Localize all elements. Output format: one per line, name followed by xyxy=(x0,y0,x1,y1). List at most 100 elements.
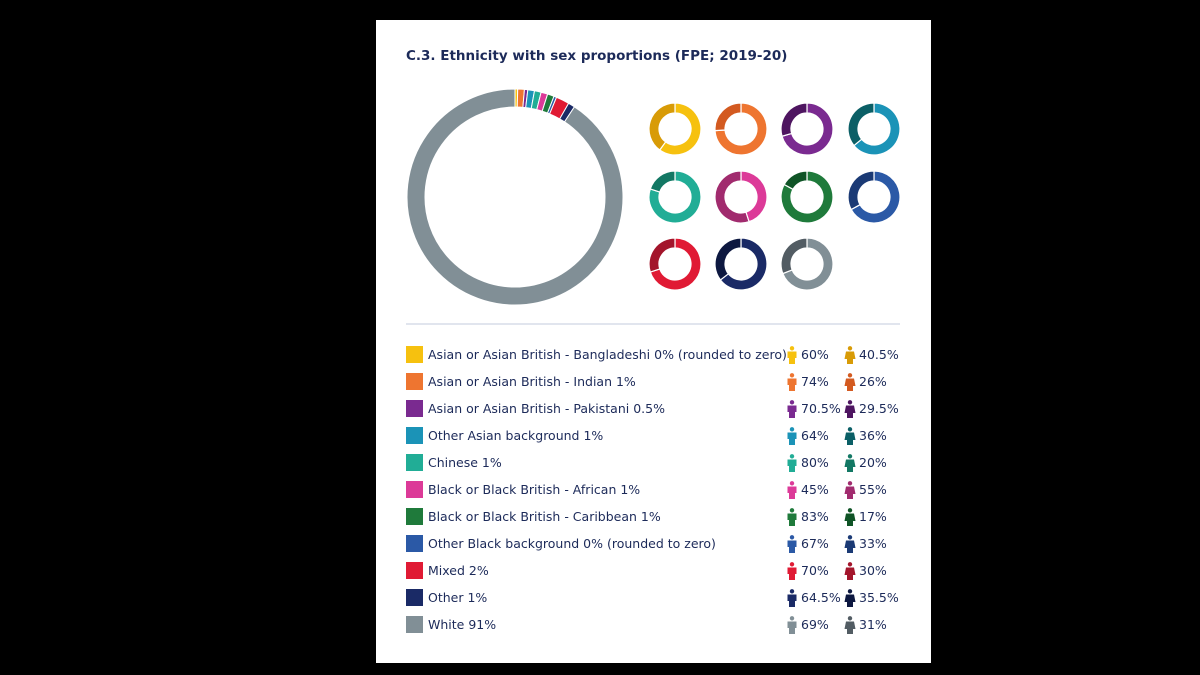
female-person-icon xyxy=(844,481,856,499)
female-percent-label: 33% xyxy=(859,536,887,551)
female-segment xyxy=(714,237,742,281)
legend-item: Other Black background 0% (rounded to ze… xyxy=(406,534,906,554)
legend-label: Asian or Asian British - Pakistani 0.5% xyxy=(428,401,665,416)
legend-swatch xyxy=(406,535,423,552)
female-percent-label: 35.5% xyxy=(859,590,899,605)
legend-label: Other Black background 0% (rounded to ze… xyxy=(428,536,716,551)
legend-swatch xyxy=(406,373,423,390)
female-percent-label: 30% xyxy=(859,563,887,578)
male-person-icon xyxy=(787,616,797,634)
legend-swatch xyxy=(406,616,423,633)
male-segment xyxy=(714,102,768,156)
legend-item: Asian or Asian British - Bangladeshi 0% … xyxy=(406,345,906,365)
legend-item: Other 1% 64.5% 35.5% xyxy=(406,588,906,608)
legend-label: Asian or Asian British - Indian 1% xyxy=(428,374,636,389)
sex-donut-mixed-2 xyxy=(648,237,702,291)
male-person-icon xyxy=(787,535,797,553)
legend-label: White 91% xyxy=(428,617,497,632)
sex-donut-asian-or-asian-british-indian-1 xyxy=(714,102,768,156)
male-percent-label: 64% xyxy=(801,428,829,443)
male-percent-label: 64.5% xyxy=(801,590,841,605)
male-percent-label: 45% xyxy=(801,482,829,497)
male-percent-label: 67% xyxy=(801,536,829,551)
female-segment xyxy=(714,170,750,224)
male-segment xyxy=(782,237,834,291)
female-percent-label: 31% xyxy=(859,617,887,632)
legend-swatch xyxy=(406,562,423,579)
female-percent-label: 26% xyxy=(859,374,887,389)
female-segment xyxy=(648,237,676,273)
female-segment xyxy=(649,170,676,193)
chart-title: C.3. Ethnicity with sex proportions (FPE… xyxy=(406,48,788,64)
male-segment xyxy=(648,170,702,224)
legend-label: Chinese 1% xyxy=(428,455,502,470)
male-percent-label: 80% xyxy=(801,455,829,470)
female-person-icon xyxy=(844,562,856,580)
female-segment xyxy=(783,170,808,191)
male-percent-label: 69% xyxy=(801,617,829,632)
divider xyxy=(406,323,900,325)
male-person-icon xyxy=(787,589,797,607)
sex-donut-other-1 xyxy=(714,237,768,291)
male-percent-label: 70% xyxy=(801,563,829,578)
legend-swatch xyxy=(406,400,423,417)
female-percent-label: 29.5% xyxy=(859,401,899,416)
male-segment xyxy=(780,170,834,224)
male-person-icon xyxy=(787,562,797,580)
male-segment xyxy=(719,237,768,291)
female-person-icon xyxy=(844,373,856,391)
female-segment xyxy=(780,102,808,137)
female-percent-label: 36% xyxy=(859,428,887,443)
legend-swatch xyxy=(406,454,423,471)
female-percent-label: 17% xyxy=(859,509,887,524)
sex-donut-other-black-background-0-rounded-to-zero xyxy=(847,170,901,224)
female-person-icon xyxy=(844,346,856,364)
male-person-icon xyxy=(787,400,797,418)
legend-swatch xyxy=(406,589,423,606)
female-person-icon xyxy=(844,508,856,526)
legend-item: Asian or Asian British - Pakistani 0.5% 7… xyxy=(406,399,906,419)
female-segment xyxy=(847,170,875,211)
female-segment xyxy=(648,102,676,151)
legend-item: Black or Black British - Caribbean 1% 83%… xyxy=(406,507,906,527)
female-person-icon xyxy=(844,535,856,553)
female-segment xyxy=(780,237,808,275)
male-segment xyxy=(658,102,702,156)
male-person-icon xyxy=(787,346,797,364)
female-person-icon xyxy=(844,427,856,445)
male-percent-label: 83% xyxy=(801,509,829,524)
male-percent-label: 70.5% xyxy=(801,401,841,416)
female-person-icon xyxy=(844,454,856,472)
legend-label: Other Asian background 1% xyxy=(428,428,604,443)
sex-donut-black-or-black-british-caribbean-1 xyxy=(780,170,834,224)
legend-item: White 91% 69% 31% xyxy=(406,615,906,635)
sex-donut-other-asian-background-1 xyxy=(847,102,901,156)
female-percent-label: 55% xyxy=(859,482,887,497)
male-segment xyxy=(850,170,901,224)
legend-label: Asian or Asian British - Bangladeshi 0% … xyxy=(428,347,787,362)
male-person-icon xyxy=(787,427,797,445)
legend-item: Asian or Asian British - Indian 1% 74% 26% xyxy=(406,372,906,392)
ethnicity-donut-chart xyxy=(406,88,624,306)
chart-panel: C.3. Ethnicity with sex proportions (FPE… xyxy=(376,20,931,663)
female-person-icon xyxy=(844,589,856,607)
legend-swatch xyxy=(406,508,423,525)
legend-swatch xyxy=(406,346,423,363)
female-segment xyxy=(714,102,742,132)
male-person-icon xyxy=(787,508,797,526)
legend-label: Other 1% xyxy=(428,590,488,605)
female-segment xyxy=(847,102,875,147)
female-percent-label: 40.5% xyxy=(859,347,899,362)
male-segment xyxy=(853,102,901,156)
legend-item: Black or Black British - African 1% 45% 55… xyxy=(406,480,906,500)
legend-item: Mixed 2% 70% 30% xyxy=(406,561,906,581)
male-percent-label: 74% xyxy=(801,374,829,389)
female-person-icon xyxy=(844,616,856,634)
male-person-icon xyxy=(787,481,797,499)
legend-item: Chinese 1% 80% 20% xyxy=(406,453,906,473)
sex-donut-asian-or-asian-british-bangladeshi-0-rounded-to-zero xyxy=(648,102,702,156)
sex-donut-black-or-black-british-african-1 xyxy=(714,170,768,224)
male-segment xyxy=(781,102,834,156)
sex-donut-asian-or-asian-british-pakistani-0-5 xyxy=(780,102,834,156)
male-person-icon xyxy=(787,373,797,391)
